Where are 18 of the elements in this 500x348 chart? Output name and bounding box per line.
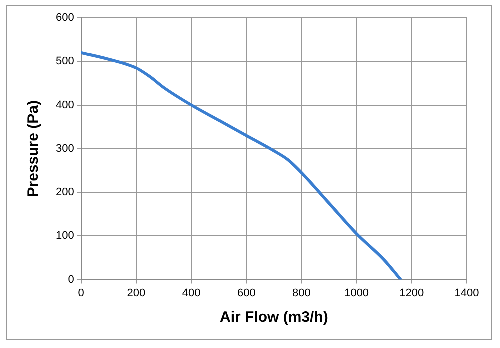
- y-tick-label: 0: [68, 274, 74, 286]
- x-tick-label: 200: [127, 287, 146, 300]
- x-tick-label: 800: [292, 287, 311, 300]
- x-tick-label: 600: [237, 287, 256, 300]
- x-tick-label: 1000: [344, 287, 370, 300]
- x-tick-label: 0: [78, 287, 84, 300]
- y-tick-label: 100: [56, 230, 74, 242]
- x-tick-label: 400: [182, 287, 201, 300]
- y-tick-label: 400: [56, 99, 74, 112]
- y-axis-title: Pressure (Pa): [25, 100, 42, 198]
- x-axis-title: Air Flow (m3/h): [220, 309, 328, 326]
- y-tick-label: 600: [56, 12, 74, 24]
- y-tick-label: 200: [56, 186, 74, 199]
- line-series: [81, 51, 402, 280]
- y-tick-label: 300: [56, 142, 74, 155]
- y-tick-label: 500: [56, 56, 74, 68]
- x-tick-label: 1400: [454, 287, 480, 300]
- x-tick-label: 1200: [400, 287, 424, 300]
